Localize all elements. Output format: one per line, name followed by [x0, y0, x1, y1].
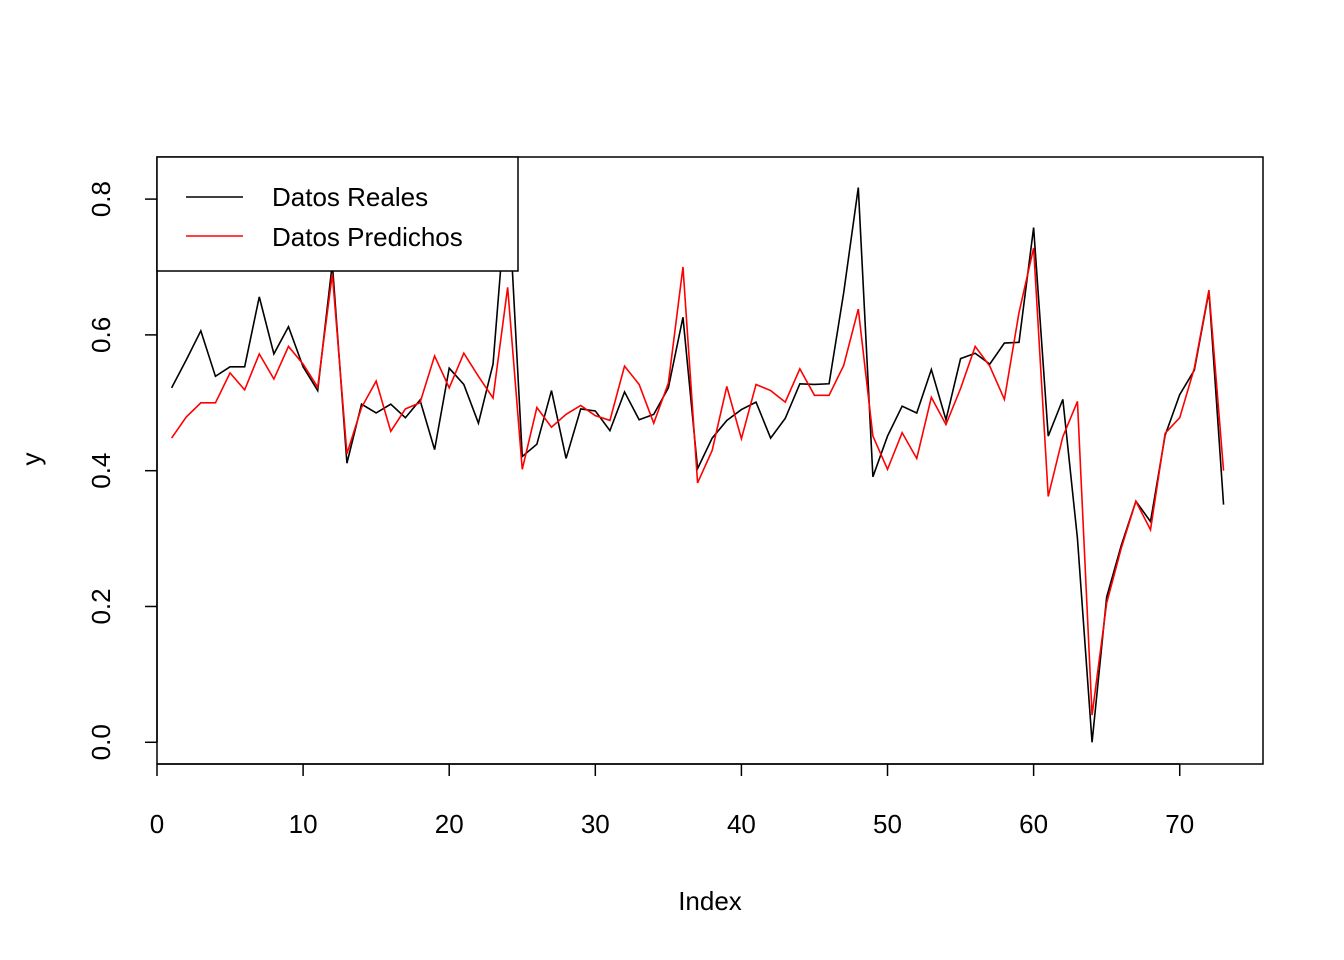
x-axis: 0 10 20 30 40 50 60 70 [150, 763, 1194, 839]
x-tick-label: 70 [1165, 809, 1194, 839]
y-tick-label: 0.6 [86, 317, 116, 353]
legend-label-predichos: Datos Predichos [272, 222, 463, 252]
x-tick-label: 20 [435, 809, 464, 839]
x-tick-label: 0 [150, 809, 164, 839]
legend: Datos Reales Datos Predichos [156, 156, 519, 272]
x-tick-label: 50 [873, 809, 902, 839]
x-tick-label: 10 [289, 809, 318, 839]
plot-frame [156, 156, 1264, 765]
series-line-predichos [170, 247, 1225, 716]
y-tick-label: 0.8 [86, 181, 116, 217]
x-tick-label: 30 [581, 809, 610, 839]
legend-label-reales: Datos Reales [272, 182, 428, 212]
series-line-reales [170, 181, 1225, 743]
series-group [170, 181, 1225, 743]
y-tick-label: 0.2 [86, 588, 116, 624]
x-tick-label: 60 [1019, 809, 1048, 839]
y-tick-label: 0.0 [86, 724, 116, 760]
y-axis-label: y [16, 453, 46, 466]
x-axis-label: Index [678, 886, 742, 916]
x-tick-label: 40 [727, 809, 756, 839]
series-layer [170, 181, 1225, 743]
legend-box [156, 156, 519, 272]
y-tick-label: 0.4 [86, 453, 116, 489]
